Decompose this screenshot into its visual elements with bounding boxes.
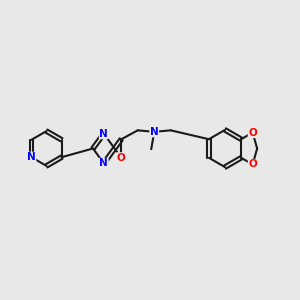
Text: O: O [248,159,257,170]
Text: N: N [150,127,159,137]
Text: N: N [99,158,108,168]
Text: O: O [117,153,126,163]
Text: O: O [248,128,257,138]
Text: N: N [27,152,36,162]
Text: N: N [99,129,108,139]
